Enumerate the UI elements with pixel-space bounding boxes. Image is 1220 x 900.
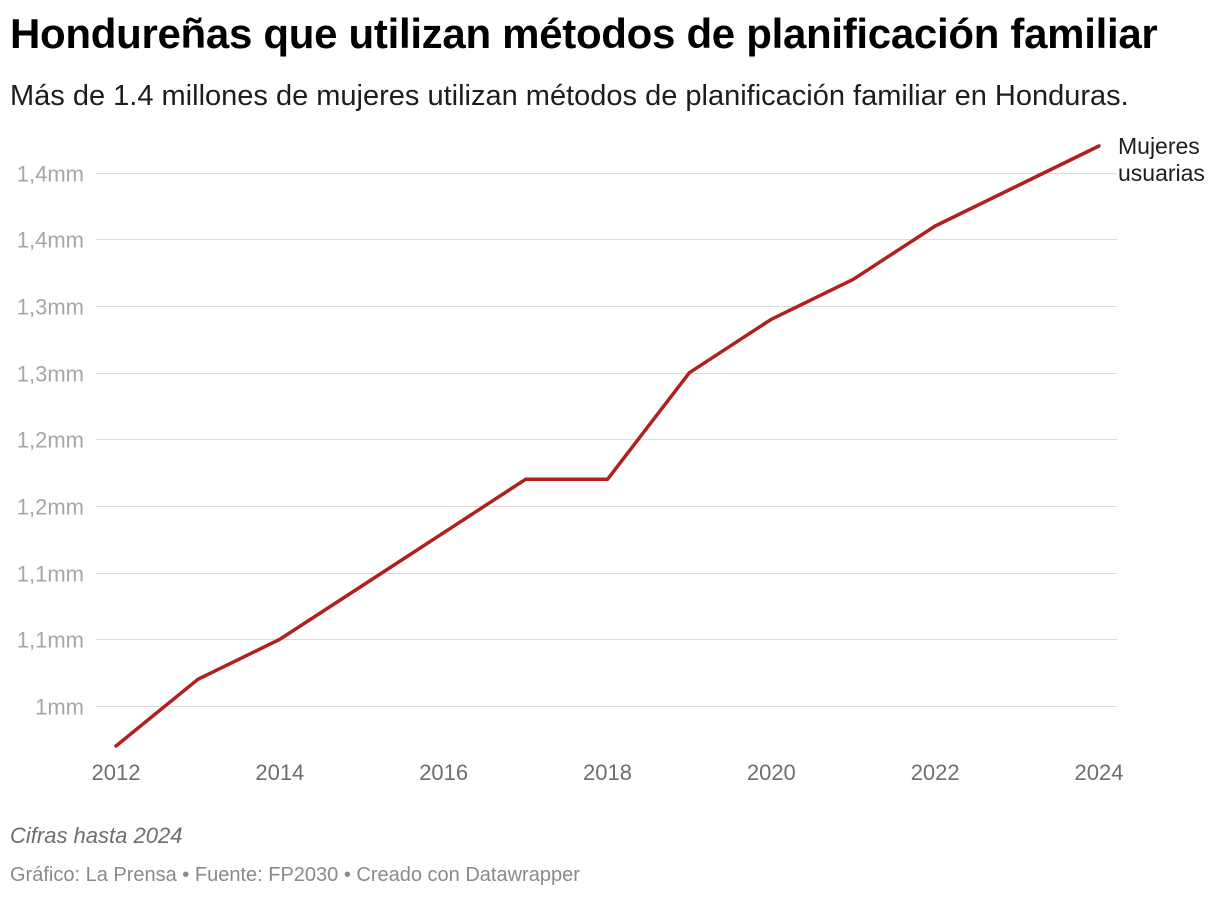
- series-label-line: Mujeres: [1118, 133, 1200, 159]
- series-label-layer: Mujeres usuarias: [1118, 133, 1205, 186]
- data-point: [524, 477, 528, 481]
- data-point: [933, 224, 937, 228]
- series-line: [114, 144, 1101, 748]
- y-tick-label: 1,1mm: [17, 628, 84, 653]
- y-tick-label: 1,2mm: [17, 495, 84, 520]
- series-label-line: usuarias: [1118, 160, 1205, 186]
- data-point: [851, 277, 855, 281]
- y-tick-label: 1,3mm: [17, 295, 84, 320]
- x-tick-label: 2022: [911, 760, 960, 785]
- y-tick-label: 1,4mm: [17, 228, 84, 253]
- line-chart: 1mm 1,1mm 1,1mm 1,2mm 1,2mm 1,3mm 1,3mm 1,4mm 1,…: [17, 133, 1205, 785]
- chart-credits: Gráfico: La Prensa • Fuente: FP2030 • Cr…: [10, 864, 580, 886]
- y-axis: 1mm 1,1mm 1,1mm 1,2mm 1,2mm 1,3mm 1,3mm 1,4mm 1,…: [17, 162, 84, 720]
- data-point: [1097, 144, 1101, 148]
- x-tick-label: 2024: [1075, 760, 1124, 785]
- data-point: [769, 317, 773, 321]
- chart-subtitle: Más de 1.4 millones de mujeres utilizan …: [10, 80, 1129, 112]
- data-point: [442, 531, 446, 535]
- x-tick-label: 2016: [419, 760, 468, 785]
- series-layer: [114, 144, 1101, 748]
- y-tick-label: 1mm: [35, 695, 84, 720]
- data-point: [687, 371, 691, 375]
- grid-layer: [96, 173, 1117, 707]
- data-point: [606, 477, 610, 481]
- x-axis: 2012 2014 2016 2018 2020 2022 2024: [92, 760, 1124, 785]
- y-tick-label: 1,2mm: [17, 428, 84, 453]
- chart-title: Hondureñas que utilizan métodos de plani…: [10, 10, 1158, 57]
- x-tick-label: 2020: [747, 760, 796, 785]
- data-point: [360, 584, 364, 588]
- y-tick-label: 1,3mm: [17, 362, 84, 387]
- series-label: Mujeres usuarias: [1118, 133, 1205, 186]
- data-point: [278, 637, 282, 641]
- data-point: [1015, 184, 1019, 188]
- data-point: [114, 744, 118, 748]
- y-tick-label: 1,4mm: [17, 162, 84, 187]
- y-tick-label: 1,1mm: [17, 562, 84, 587]
- data-point: [196, 677, 200, 681]
- chart-note: Cifras hasta 2024: [10, 823, 183, 848]
- x-tick-label: 2012: [92, 760, 141, 785]
- x-tick-label: 2014: [255, 760, 304, 785]
- x-tick-label: 2018: [583, 760, 632, 785]
